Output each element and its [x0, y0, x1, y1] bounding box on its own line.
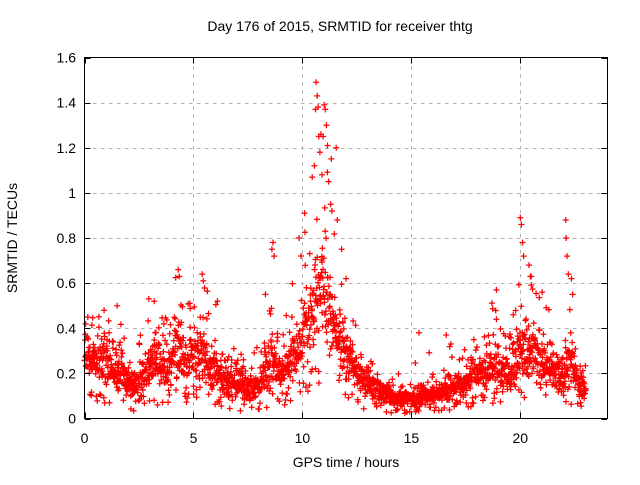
x-tick-label: 0	[81, 430, 89, 446]
axis-ticks	[85, 58, 607, 420]
x-tick-label: 10	[295, 430, 311, 446]
y-tick-label: 1.4	[57, 95, 77, 111]
x-tick-label: 20	[513, 430, 529, 446]
y-tick-label: 0.4	[57, 320, 77, 336]
y-tick-label: 1.2	[57, 140, 77, 156]
plot-border	[84, 57, 608, 419]
y-tick-label: 0.2	[57, 365, 77, 381]
y-axis-label: SRMTID / TECUs	[4, 183, 20, 293]
y-tick-label: 0.6	[57, 275, 77, 291]
y-tick-label: 0.8	[57, 230, 77, 246]
x-tick-label: 15	[404, 430, 420, 446]
y-tick-label: 0	[68, 411, 76, 427]
x-axis-label: GPS time / hours	[293, 454, 400, 470]
chart-title: Day 176 of 2015, SRMTID for receiver tht…	[207, 18, 472, 34]
y-tick-label: 1.6	[57, 50, 77, 66]
x-tick-label: 5	[190, 430, 198, 446]
y-tick-labels: 0 0.2 0.4 0.6 0.8 1 1.2 1.4 1.6	[57, 50, 77, 427]
x-tick-labels: 0 5 10 15 20	[81, 430, 529, 446]
y-tick-label: 1	[68, 185, 76, 201]
